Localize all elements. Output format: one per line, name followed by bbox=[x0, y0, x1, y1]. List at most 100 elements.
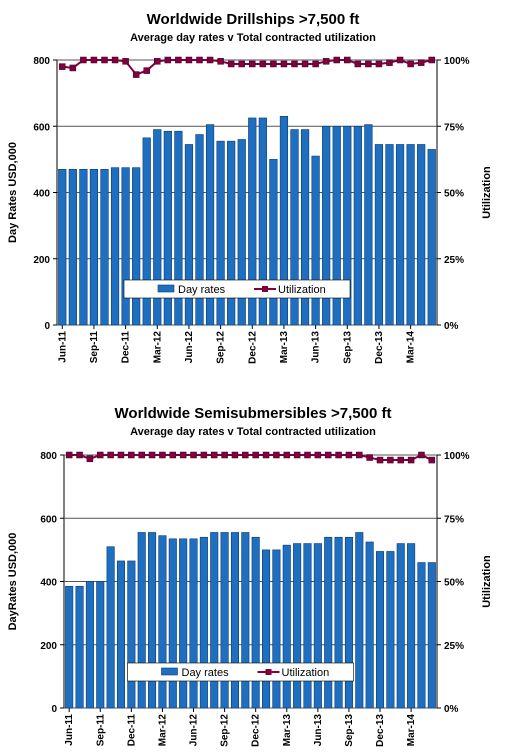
utilization-marker bbox=[221, 451, 228, 459]
bar bbox=[248, 117, 257, 326]
utilization-marker bbox=[280, 60, 288, 68]
y-tick-label: 400 bbox=[40, 578, 57, 589]
bar bbox=[184, 144, 194, 326]
utilization-marker bbox=[417, 59, 425, 66]
x-tick-label: Sep-11 bbox=[89, 331, 100, 364]
utilization-marker bbox=[252, 451, 259, 459]
x-tick-label: Jun-13 bbox=[313, 714, 324, 747]
utilization-marker bbox=[344, 56, 351, 64]
bar bbox=[272, 549, 281, 709]
x-tick-label: Dec-13 bbox=[375, 714, 386, 747]
utilization-marker bbox=[210, 451, 218, 459]
bar bbox=[386, 551, 395, 709]
chart-subtitle: Average day rates v Total contracted uti… bbox=[130, 426, 376, 438]
chart-title: Worldwide Semisubmersibles >7,500 ft bbox=[115, 405, 392, 422]
x-tick-label: Mar-12 bbox=[152, 331, 163, 364]
legend-box bbox=[127, 662, 354, 682]
y-tick-label: 0 bbox=[44, 321, 50, 332]
bar bbox=[322, 125, 331, 326]
utilization-marker bbox=[206, 56, 214, 64]
bar bbox=[163, 130, 172, 326]
utilization-marker bbox=[322, 58, 330, 65]
utilization-marker bbox=[356, 451, 363, 459]
bar bbox=[258, 117, 267, 326]
bar bbox=[385, 144, 394, 326]
utilization-marker bbox=[262, 451, 270, 459]
utilization-marker bbox=[231, 451, 239, 459]
y2-axis-label: Utilization bbox=[481, 166, 493, 219]
utilization-marker bbox=[86, 455, 94, 463]
bar bbox=[142, 137, 151, 326]
utilization-marker bbox=[293, 451, 301, 459]
bar bbox=[300, 129, 310, 326]
y-tick-label: 600 bbox=[40, 514, 57, 525]
utilization-marker bbox=[159, 451, 166, 459]
utilization-marker bbox=[179, 451, 187, 459]
bar bbox=[148, 532, 157, 709]
utilization-marker bbox=[117, 451, 125, 459]
y2-tick-label: 75% bbox=[444, 514, 464, 525]
bar bbox=[293, 543, 302, 709]
chart-panel: Worldwide Semisubmersibles >7,500 ft Aver… bbox=[7, 405, 493, 747]
y2-tick-label: 100% bbox=[444, 451, 470, 462]
legend-label: Day rates bbox=[182, 667, 230, 679]
utilization-marker bbox=[301, 60, 309, 68]
bar bbox=[89, 169, 99, 326]
utilization-marker bbox=[283, 451, 291, 459]
utilization-marker bbox=[69, 64, 77, 72]
bar bbox=[324, 536, 333, 709]
x-tick-label: Sep-12 bbox=[216, 331, 227, 364]
y-tick-label: 800 bbox=[40, 451, 57, 462]
utilization-marker bbox=[154, 58, 161, 65]
utilization-marker bbox=[175, 56, 182, 64]
utilization-marker bbox=[80, 56, 87, 64]
utilization-marker bbox=[164, 56, 172, 64]
utilization-marker bbox=[190, 451, 197, 459]
y2-tick-label: 75% bbox=[444, 122, 464, 133]
utilization-marker bbox=[249, 60, 256, 68]
x-tick-label: Jun-13 bbox=[311, 331, 322, 364]
utilization-marker bbox=[122, 58, 129, 65]
bar bbox=[205, 124, 215, 326]
bar bbox=[282, 544, 291, 709]
utilization-marker bbox=[387, 456, 394, 464]
x-tick-label: Mar-12 bbox=[157, 714, 168, 747]
y-tick-label: 600 bbox=[33, 122, 50, 133]
utilization-marker bbox=[111, 56, 119, 64]
bar bbox=[79, 169, 88, 326]
x-tick-label: Jun-11 bbox=[64, 714, 75, 746]
bar bbox=[100, 169, 109, 326]
y-axis-label: DayRates USD,000 bbox=[7, 533, 19, 631]
utilization-marker bbox=[345, 451, 353, 459]
bar bbox=[417, 562, 426, 709]
bar bbox=[427, 149, 436, 326]
bar bbox=[417, 144, 426, 326]
x-tick-label: Mar-14 bbox=[406, 331, 417, 364]
bar bbox=[110, 167, 120, 326]
bar bbox=[241, 532, 250, 709]
bar bbox=[311, 155, 320, 326]
bar bbox=[96, 581, 105, 709]
bar bbox=[85, 581, 94, 709]
bar bbox=[116, 560, 126, 709]
y2-tick-label: 25% bbox=[444, 255, 464, 266]
utilization-marker bbox=[273, 451, 280, 459]
utilization-marker bbox=[59, 63, 66, 70]
legend-swatch bbox=[157, 284, 175, 293]
x-tick-label: Dec-11 bbox=[126, 714, 137, 747]
x-tick-label: Jun-11 bbox=[57, 331, 68, 363]
utilization-marker bbox=[242, 451, 249, 459]
utilization-marker bbox=[396, 56, 404, 64]
bar bbox=[290, 129, 299, 326]
utilization-marker bbox=[132, 71, 140, 78]
x-tick-label: Jun-12 bbox=[189, 714, 200, 747]
utilization-marker bbox=[259, 60, 267, 68]
utilization-marker bbox=[365, 60, 372, 68]
utilization-marker bbox=[407, 456, 415, 464]
utilization-marker bbox=[138, 451, 145, 459]
utilization-marker bbox=[291, 60, 298, 68]
legend-label: Utilization bbox=[278, 284, 326, 296]
bar bbox=[262, 549, 271, 709]
legend: Day rates Utilization bbox=[127, 662, 354, 682]
